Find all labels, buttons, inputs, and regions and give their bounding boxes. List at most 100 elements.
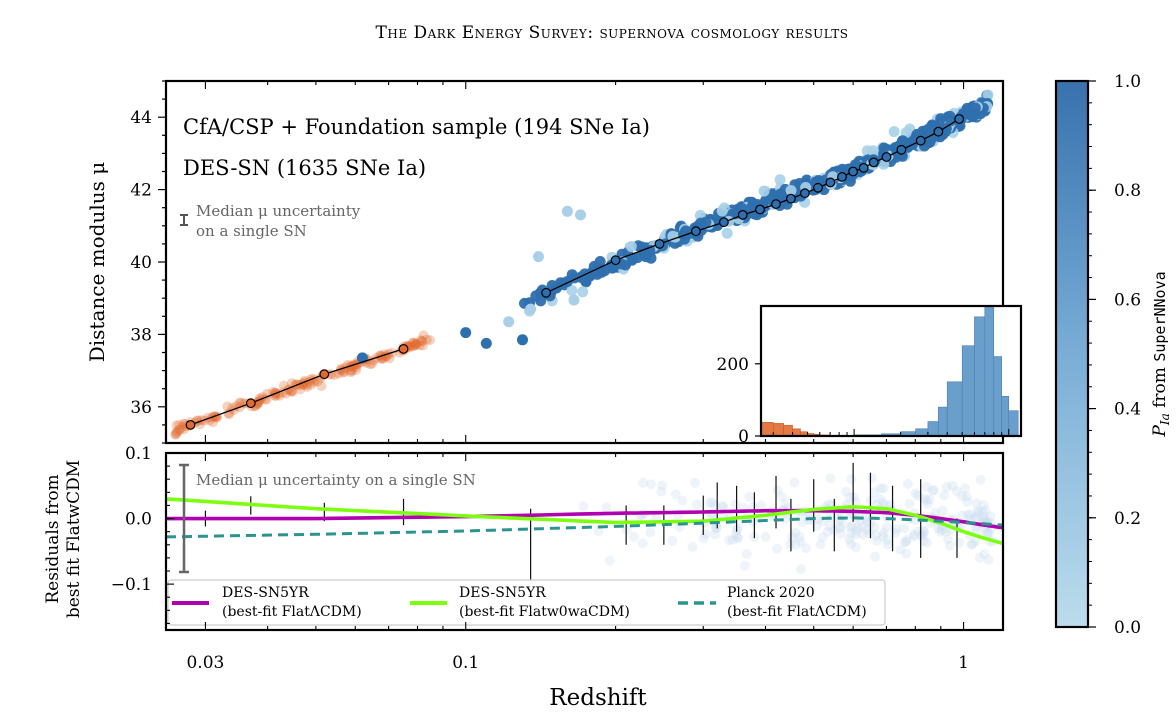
residual-point bbox=[921, 495, 932, 506]
cfa-point bbox=[407, 337, 418, 348]
cfa-point bbox=[414, 340, 425, 351]
legend-label-purple: DES-SN5YR bbox=[222, 585, 309, 601]
residual-point bbox=[848, 492, 859, 502]
residual-point bbox=[857, 529, 868, 540]
residual-point bbox=[971, 524, 982, 535]
residual-point bbox=[780, 498, 791, 509]
residual-ylabel-line1: Residuals from bbox=[43, 474, 63, 603]
residual-point bbox=[941, 481, 952, 492]
cfa-point bbox=[298, 379, 309, 390]
residual-point bbox=[966, 539, 977, 550]
inset-bar-des bbox=[937, 406, 948, 437]
residual-point bbox=[875, 494, 886, 505]
residual-point bbox=[748, 516, 759, 527]
residual-point bbox=[710, 529, 720, 540]
residual-point bbox=[811, 521, 822, 531]
colorbar-tick-label: 0.4 bbox=[1114, 400, 1141, 420]
binned-point bbox=[654, 238, 665, 249]
residual-point bbox=[852, 522, 863, 533]
residual-point bbox=[972, 511, 982, 522]
residual-point bbox=[882, 534, 893, 545]
residual-y-tick-label: 0.1 bbox=[125, 444, 152, 464]
inset-bars bbox=[760, 305, 1019, 437]
cfa-point bbox=[346, 365, 357, 376]
residual-point bbox=[717, 500, 728, 511]
residual-point bbox=[834, 522, 845, 533]
residual-point bbox=[760, 531, 771, 542]
inset-bar-des bbox=[1001, 395, 1010, 437]
residual-errorbars bbox=[204, 462, 958, 581]
residual-point bbox=[604, 555, 615, 566]
des-point bbox=[721, 227, 733, 239]
residual-point bbox=[657, 480, 668, 491]
residual-point bbox=[940, 526, 951, 537]
legend-des: DES-SN (1635 SNe Ia) bbox=[183, 156, 426, 180]
residual-point bbox=[878, 497, 888, 508]
residual-point bbox=[691, 499, 702, 510]
residual-point bbox=[718, 502, 729, 513]
cfa-point bbox=[410, 340, 421, 351]
residual-ylabel-line2: best fit FlatwCDM bbox=[64, 460, 84, 618]
y-tick-label: 36 bbox=[130, 398, 152, 418]
legend-label-green: DES-SN5YR bbox=[459, 585, 546, 601]
colorbar-tick-label: 0.2 bbox=[1114, 509, 1141, 529]
des-point bbox=[878, 142, 890, 154]
inset-y-tick-label: 0 bbox=[738, 427, 749, 447]
residual-point bbox=[825, 473, 836, 484]
residual-point bbox=[935, 526, 946, 537]
cfa-point bbox=[295, 384, 306, 395]
residual-point bbox=[801, 543, 811, 554]
residual-frame bbox=[164, 451, 1005, 632]
legend-sub-teal: (best-fit FlatΛCDM) bbox=[727, 604, 867, 620]
legend-sub-green: (best-fit Flatw0waCDM) bbox=[459, 604, 630, 620]
binned-point bbox=[786, 193, 796, 204]
cfa-point bbox=[415, 335, 426, 346]
residual-point bbox=[645, 527, 656, 538]
cfa-point bbox=[312, 376, 323, 387]
residual-point bbox=[794, 531, 805, 542]
residual-point bbox=[710, 500, 721, 511]
cfa-point bbox=[267, 386, 278, 397]
residual-point bbox=[601, 502, 612, 513]
cfa-point bbox=[196, 415, 207, 426]
residual-legend: DES-SN5YR (best-fit FlatΛCDM) DES-SN5YR … bbox=[167, 579, 886, 626]
residual-point bbox=[857, 521, 868, 532]
des-point bbox=[644, 244, 656, 256]
residual-point bbox=[638, 477, 648, 488]
residual-point bbox=[869, 487, 880, 498]
median-note-line1: Median μ uncertainty bbox=[196, 202, 361, 220]
cfa-point bbox=[203, 412, 214, 423]
cfa-point bbox=[228, 405, 239, 416]
cfa-point bbox=[365, 359, 376, 370]
residual-point bbox=[834, 522, 845, 533]
residual-model-lines bbox=[165, 497, 1004, 546]
residual-point bbox=[772, 543, 783, 554]
des-point bbox=[716, 205, 728, 217]
cfa-point bbox=[171, 426, 182, 437]
residual-point bbox=[670, 489, 681, 500]
residual-point bbox=[983, 554, 994, 565]
cfa-point bbox=[174, 424, 185, 435]
des-point bbox=[503, 316, 515, 328]
cfa-point bbox=[222, 401, 233, 412]
y-tick-label: 40 bbox=[130, 253, 152, 273]
residual-point bbox=[732, 523, 743, 534]
des-point bbox=[785, 185, 797, 196]
colorbar-gradient bbox=[1054, 79, 1090, 629]
legend-sub-purple: (best-fit FlatΛCDM) bbox=[222, 604, 362, 620]
main-y-axis: 36 38 40 42 44 bbox=[130, 80, 166, 444]
cfa-point bbox=[174, 420, 185, 430]
des-point bbox=[888, 126, 900, 138]
residual-point bbox=[947, 480, 958, 491]
residual-point bbox=[872, 536, 883, 547]
cfa-point bbox=[286, 386, 297, 397]
x-tick-label: 0.03 bbox=[186, 653, 224, 673]
residual-point bbox=[870, 530, 881, 541]
cfa-point bbox=[417, 340, 428, 351]
residual-point bbox=[845, 539, 856, 550]
residual-point bbox=[943, 534, 953, 545]
residual-point bbox=[707, 497, 717, 508]
cfa-point bbox=[207, 417, 218, 428]
des-point bbox=[700, 216, 712, 228]
binned-point bbox=[896, 144, 907, 155]
